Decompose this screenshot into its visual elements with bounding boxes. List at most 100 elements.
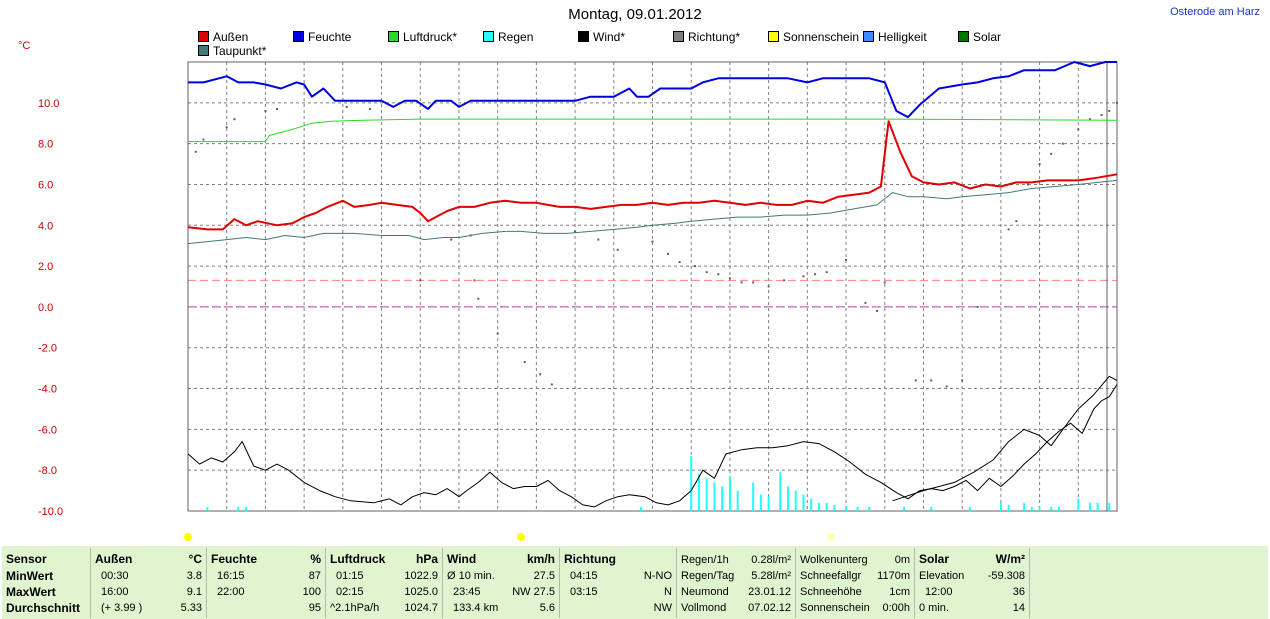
direction-point [368, 107, 371, 110]
regen-label: Regen/Tag [681, 570, 735, 582]
regen-label: Regen/1h [681, 554, 729, 566]
stats-regen: Regen/1h 0.28l/m² Regen/Tag 5.28l/m² Neumo… [677, 546, 795, 619]
direction-point [976, 305, 979, 308]
regen-value: 0.28l/m² [751, 554, 791, 566]
solar-r1-val: -59.308 [987, 570, 1025, 582]
divider [559, 548, 560, 618]
rain-bar [1007, 504, 1010, 511]
direction-point [783, 279, 786, 282]
legend-item-aussen[interactable]: Außen [198, 30, 248, 44]
solar-header: Solar [919, 552, 950, 566]
row-label-avg: Durchschnitt [6, 601, 81, 615]
rain-bar [1057, 506, 1060, 511]
wolken-value: 0:00h [882, 602, 910, 614]
stats-solar: Solar W/m² Elevation -59.308 12:00 36 0 min… [915, 546, 1029, 619]
aussen-min-val: 3.8 [186, 570, 202, 582]
direction-point [814, 273, 817, 276]
luftdruck-trend: ^2.1hPa/h [330, 602, 380, 614]
legend-item-luftdruck[interactable]: Luftdruck* [388, 30, 457, 44]
wolken-label: Sonnenschein [800, 602, 870, 614]
wolken-value: 1170m [877, 570, 910, 582]
richtung-max-val: N [664, 586, 672, 598]
rain-bar [752, 482, 755, 511]
aussen-max-time: 16:00 [101, 586, 129, 598]
rain-bar [1030, 506, 1033, 511]
rain-bar [1038, 506, 1041, 511]
rain-bar [206, 506, 209, 511]
legend-swatch [768, 31, 779, 42]
rain-bar [713, 482, 716, 511]
rain-bar [999, 502, 1002, 511]
direction-point [728, 277, 731, 280]
legend-item-feuchte[interactable]: Feuchte [293, 30, 351, 44]
direction-point [825, 271, 828, 274]
solar-r1-label: Elevation [919, 570, 965, 582]
rain-bar [245, 506, 248, 511]
direction-point [945, 385, 948, 388]
y-unit-label: °C [18, 40, 31, 52]
y-tick-label: 10.0 [38, 98, 59, 110]
solar-r3-label: 0 min. [919, 602, 949, 614]
legend-item-helligkeit[interactable]: Helligkeit [863, 30, 927, 44]
divider [90, 548, 91, 618]
rain-bar [825, 502, 828, 511]
y-tick-label: -2.0 [38, 343, 57, 355]
solar-r3-val: 14 [1012, 602, 1025, 614]
direction-point [705, 271, 708, 274]
legend-item-regen[interactable]: Regen [483, 30, 533, 44]
legend-item-wind[interactable]: Wind* [578, 30, 625, 44]
direction-point [597, 238, 600, 241]
legend-item-taupunkt[interactable]: Taupunkt* [198, 44, 266, 58]
wind-unit: km/h [526, 552, 555, 566]
solar-r2-label: 12:00 [925, 586, 953, 598]
feuchte-min-time: 16:15 [217, 570, 245, 582]
wolken-value: 0m [894, 554, 910, 566]
rain-bar [705, 478, 708, 511]
richtung-max-time: 03:15 [570, 586, 598, 598]
divider [206, 548, 207, 618]
direction-point [1050, 152, 1053, 155]
stats-luftdruck: Luftdruck hPa 01:15 1022.9 02:15 1025.0 ^2.… [326, 546, 442, 619]
legend-swatch [198, 45, 209, 56]
direction-point [225, 126, 228, 129]
direction-point [450, 238, 453, 241]
aussen-unit: °C [188, 552, 202, 566]
solar-r2-val: 36 [1012, 586, 1025, 598]
legend-item-richtung[interactable]: Richtung* [673, 30, 740, 44]
wind-distance: 133.4 km [453, 602, 499, 614]
rain-bar [697, 474, 700, 511]
direction-point [233, 118, 236, 121]
rain-bar [856, 506, 859, 511]
feuchte-min-val: 87 [308, 570, 321, 582]
y-tick-label: 0.0 [38, 302, 53, 314]
regen-value: 23.01.12 [748, 586, 791, 598]
rain-bar [1096, 502, 1099, 511]
legend-item-sonnenschein[interactable]: Sonnenschein [768, 30, 859, 44]
direction-point [876, 309, 879, 312]
direction-point [550, 383, 553, 386]
sunshine-marker [516, 533, 525, 541]
stats-aussen: Außen °C 00:30 3.8 16:00 9.1 (+ 3.99 ) 5.33 [91, 546, 206, 619]
direction-point [1116, 101, 1118, 104]
legend-label: Luftdruck* [403, 30, 458, 44]
rain-bar [786, 486, 789, 511]
divider [325, 548, 326, 618]
luftdruck-header: Luftdruck [330, 552, 386, 566]
direction-point [1007, 228, 1010, 231]
aussen-min-time: 00:30 [101, 570, 129, 582]
richtung-min-time: 04:15 [570, 570, 598, 582]
divider [914, 548, 915, 618]
row-label-sensor: Sensor [6, 552, 47, 566]
wind-min-label: Ø 10 min. [447, 570, 495, 582]
stats-footer: Sensor MinWert MaxWert Durchschnitt Auße… [2, 546, 1268, 619]
plot-frame [187, 61, 1118, 512]
stats-wolken: Wolkenunterg 0m Schneefallgr 1170m Schneeh… [796, 546, 914, 619]
row-label-max: MaxWert [6, 585, 56, 599]
feuchte-header: Feuchte [211, 552, 258, 566]
y-tick-label: -10.0 [38, 506, 63, 518]
regen-value: 5.28l/m² [751, 570, 791, 582]
legend-item-solar[interactable]: Solar [958, 30, 1001, 44]
direction-point [616, 248, 619, 251]
rain-bar [767, 496, 770, 511]
legend-swatch [293, 31, 304, 42]
